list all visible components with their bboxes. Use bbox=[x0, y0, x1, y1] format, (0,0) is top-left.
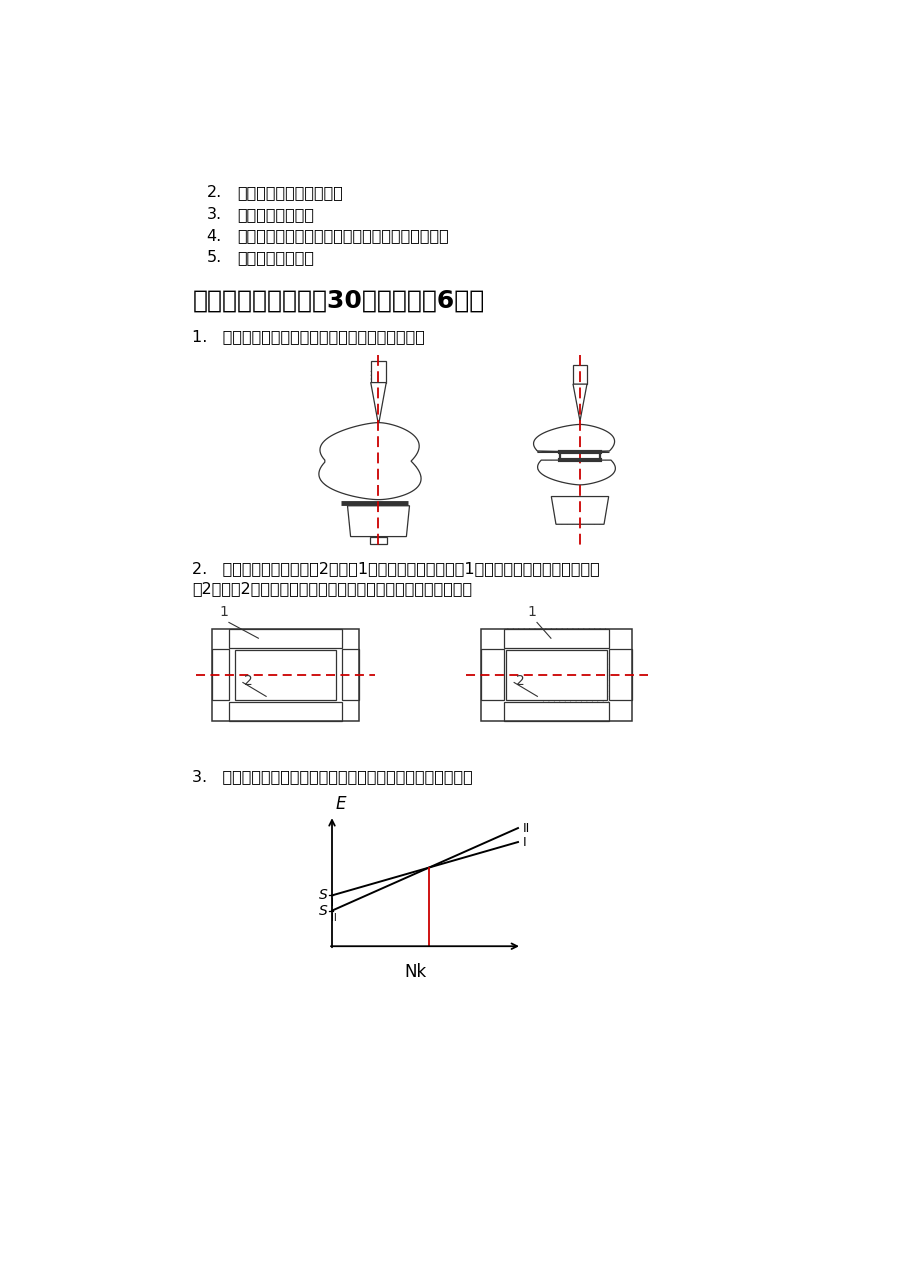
Bar bbox=[229, 702, 342, 721]
Text: S: S bbox=[318, 903, 327, 917]
Text: 2: 2 bbox=[516, 674, 524, 688]
Bar bbox=[370, 361, 386, 383]
Text: E: E bbox=[335, 795, 346, 813]
Bar bbox=[608, 649, 631, 701]
Polygon shape bbox=[550, 496, 608, 524]
Text: Nk: Nk bbox=[404, 963, 426, 981]
Text: 3.   基本投资相近时，从经济性角度对不同工艺方案如何选择？: 3. 基本投资相近时，从经济性角度对不同工艺方案如何选择？ bbox=[192, 769, 472, 785]
Text: 四、综合分析题（共30分，每题。6分）: 四、综合分析题（共30分，每题。6分） bbox=[192, 288, 484, 313]
Text: 机床夹具的组成？: 机床夹具的组成？ bbox=[237, 207, 314, 222]
Bar bbox=[504, 702, 608, 721]
Bar bbox=[211, 629, 358, 721]
Text: 4.: 4. bbox=[206, 228, 221, 244]
Text: S: S bbox=[318, 888, 327, 902]
Polygon shape bbox=[319, 422, 421, 500]
Text: 1.   从结构工艺性考虑哪个方案较好，并说明理由？: 1. 从结构工艺性考虑哪个方案较好，并说明理由？ bbox=[192, 329, 425, 343]
Text: 3.: 3. bbox=[206, 207, 221, 222]
Bar bbox=[505, 649, 607, 699]
Polygon shape bbox=[573, 384, 586, 421]
Text: 1: 1 bbox=[220, 605, 228, 619]
Bar bbox=[235, 649, 335, 699]
Text: I: I bbox=[522, 836, 526, 849]
Bar bbox=[342, 649, 358, 701]
Bar bbox=[369, 537, 387, 545]
Polygon shape bbox=[537, 461, 615, 485]
Polygon shape bbox=[347, 505, 409, 537]
Text: 2.   图示毛坏在铸造时内孂2与外卹1有偏心。如果要求：（1）与外圆有较高同轴度的孔；: 2. 图示毛坏在铸造时内孂2与外卹1有偏心。如果要求：（1）与外圆有较高同轴度的… bbox=[192, 561, 599, 577]
Bar bbox=[211, 649, 229, 701]
Bar bbox=[229, 629, 342, 648]
Text: 5.: 5. bbox=[206, 250, 221, 265]
Polygon shape bbox=[370, 383, 386, 425]
Text: 什么是基准重合的原则？: 什么是基准重合的原则？ bbox=[237, 185, 343, 200]
Bar bbox=[560, 453, 599, 461]
Text: 2.: 2. bbox=[206, 185, 221, 200]
Text: 2: 2 bbox=[244, 674, 253, 688]
Text: II: II bbox=[331, 912, 336, 923]
Text: 工件以平面为定位基准时，用那些定位元件定位？: 工件以平面为定位基准时，用那些定位元件定位？ bbox=[237, 228, 448, 244]
Bar bbox=[481, 649, 504, 701]
Bar bbox=[481, 629, 631, 721]
Text: 机床夹具的作用？: 机床夹具的作用？ bbox=[237, 250, 314, 265]
Text: II: II bbox=[522, 822, 529, 835]
Bar bbox=[504, 629, 608, 648]
Text: I: I bbox=[331, 898, 334, 907]
Text: 1: 1 bbox=[528, 605, 536, 619]
Polygon shape bbox=[533, 425, 614, 453]
Text: （2）内孂2的加工余量均匀。请分别回答如何选择粗基准为好？: （2）内孂2的加工余量均匀。请分别回答如何选择粗基准为好？ bbox=[192, 582, 472, 596]
Bar bbox=[573, 365, 586, 384]
